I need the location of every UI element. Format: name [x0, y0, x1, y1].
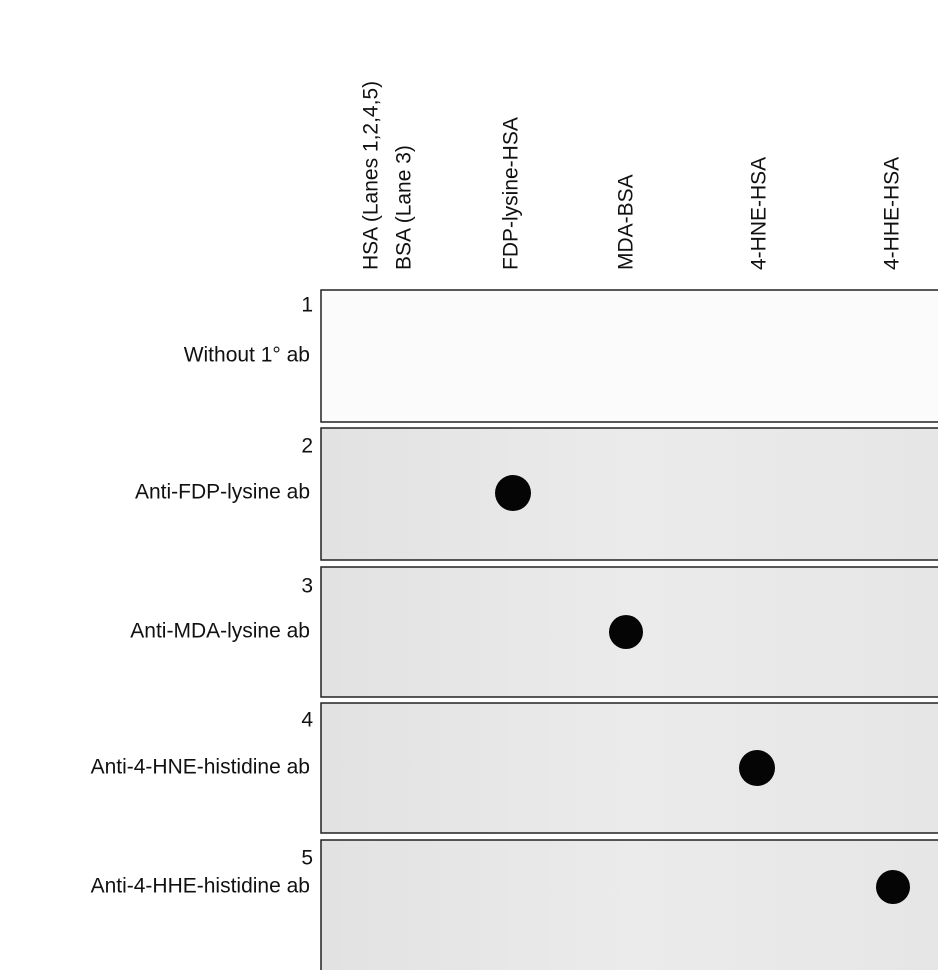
row-label: Anti-4-HHE-histidine ab — [91, 875, 310, 898]
row-number: 1 — [301, 294, 313, 317]
blot-dot — [876, 870, 910, 904]
blot-dot — [495, 475, 531, 511]
blot-panel — [321, 703, 938, 833]
row-number: 3 — [301, 575, 313, 598]
blot-panel — [321, 290, 938, 422]
blot-panel — [321, 428, 938, 560]
row-number: 4 — [301, 709, 313, 732]
blot-panel — [321, 840, 938, 970]
column-label: 4-HNE-HSA — [748, 157, 771, 270]
blot-dot — [739, 750, 775, 786]
column-label: BSA (Lane 3) — [393, 145, 416, 270]
row-label: Anti-FDP-lysine ab — [135, 481, 310, 504]
row-label: Anti-4-HNE-histidine ab — [91, 756, 310, 779]
row-label: Without 1° ab — [184, 344, 310, 367]
row-number: 5 — [301, 847, 313, 870]
column-label: FDP-lysine-HSA — [500, 117, 523, 270]
dot-blot-figure: HSA (Lanes 1,2,4,5) BSA (Lane 3) FDP-lys… — [0, 0, 938, 970]
column-label: 4-HHE-HSA — [881, 157, 904, 270]
row-label: Anti-MDA-lysine ab — [130, 620, 310, 643]
row-number: 2 — [301, 435, 313, 458]
column-label: MDA-BSA — [615, 174, 638, 270]
blot-dot — [609, 615, 643, 649]
column-label: HSA (Lanes 1,2,4,5) — [360, 81, 383, 270]
